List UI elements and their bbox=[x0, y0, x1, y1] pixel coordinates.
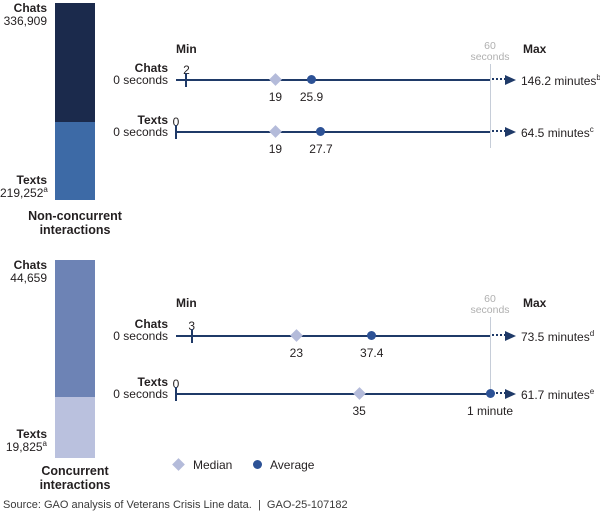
timeline-row-concurrent-texts: Texts 0 seconds 0 35 1 minute 61.7 minut… bbox=[0, 374, 600, 418]
max-value-label: 61.7 minutese bbox=[521, 387, 595, 403]
bar-label-texts-nonconcurrent: Texts 219,252a bbox=[0, 173, 48, 200]
timeline-row-nonconcurrent-texts: Texts 0 seconds 0 19 27.7 64.5 minutesc bbox=[0, 112, 600, 156]
bar-segment-chats bbox=[55, 260, 95, 398]
average-marker-icon bbox=[307, 75, 317, 84]
dotted-extension bbox=[492, 334, 506, 336]
timeline-row-nonconcurrent-chats: Chats 0 seconds 2 19 25.9 146.2 minutesb bbox=[0, 60, 600, 104]
dotted-extension bbox=[492, 130, 506, 132]
bar-label-chats-nonconcurrent: Chats 336,909 bbox=[3, 1, 47, 28]
timeline bbox=[176, 393, 490, 395]
median-marker-icon bbox=[269, 73, 282, 86]
average-marker-icon bbox=[367, 331, 377, 340]
group-label-nonconcurrent: Non-concurrent interactions bbox=[28, 209, 122, 237]
legend-median-icon bbox=[172, 458, 185, 471]
min-tick bbox=[185, 73, 188, 87]
timeline bbox=[176, 335, 490, 337]
arrowhead-icon bbox=[505, 75, 516, 85]
average-value-label: 25.9 bbox=[299, 90, 324, 104]
min-header-nonconcurrent: Min bbox=[176, 42, 197, 56]
min-tick bbox=[190, 329, 193, 343]
arrowhead-icon bbox=[505, 331, 516, 341]
source-line: Source: GAO analysis of Veterans Crisis … bbox=[3, 499, 348, 511]
max-value-label: 73.5 minutesd bbox=[521, 329, 595, 345]
bar-segment-texts bbox=[55, 122, 95, 200]
average-value-label: 1 minute bbox=[466, 404, 514, 418]
bar-label-texts-concurrent: Texts 19,825a bbox=[5, 427, 47, 454]
median-value-label: 19 bbox=[268, 142, 283, 156]
min-value-label: 3 bbox=[188, 319, 196, 333]
threshold-line-concurrent bbox=[490, 317, 491, 397]
max-value-label: 146.2 minutesb bbox=[521, 73, 600, 89]
legend-average-icon bbox=[253, 460, 262, 469]
row-label: Texts 0 seconds bbox=[113, 113, 168, 139]
arrowhead-icon bbox=[505, 127, 516, 137]
stacked-bar-nonconcurrent bbox=[55, 3, 95, 200]
median-marker-icon bbox=[289, 329, 303, 342]
dotted-extension bbox=[492, 392, 506, 394]
row-label: Chats 0 seconds bbox=[113, 317, 168, 343]
row-label: Chats 0 seconds bbox=[113, 61, 168, 87]
threshold-label-nonconcurrent: 60 seconds bbox=[470, 40, 510, 63]
dotted-extension bbox=[492, 78, 506, 80]
min-tick bbox=[175, 387, 177, 401]
median-marker-icon bbox=[352, 387, 366, 400]
average-value-label: 27.7 bbox=[309, 142, 333, 156]
median-value-label: 23 bbox=[289, 346, 304, 360]
min-tick bbox=[175, 125, 177, 139]
min-header-concurrent: Min bbox=[176, 296, 197, 310]
min-value-label: 0 bbox=[172, 115, 180, 129]
median-value-label: 35 bbox=[352, 404, 366, 418]
threshold-label-concurrent: 60 seconds bbox=[470, 293, 510, 316]
threshold-line-nonconcurrent bbox=[490, 64, 491, 148]
average-marker-icon bbox=[485, 389, 495, 398]
bar-label-chats-concurrent: Chats 44,659 bbox=[10, 258, 47, 285]
bar-segment-chats bbox=[55, 3, 95, 123]
max-header-concurrent: Max bbox=[523, 296, 547, 310]
min-value-label: 0 bbox=[172, 377, 180, 391]
average-marker-icon bbox=[316, 127, 326, 136]
average-value-label: 37.4 bbox=[360, 346, 384, 360]
median-value-label: 19 bbox=[268, 90, 283, 104]
max-value-label: 64.5 minutesc bbox=[521, 125, 594, 141]
row-label: Texts 0 seconds bbox=[113, 375, 168, 401]
timeline bbox=[176, 79, 490, 81]
bar-segment-texts bbox=[55, 397, 95, 458]
stacked-bar-concurrent bbox=[55, 260, 95, 458]
legend-average-label: Average bbox=[270, 458, 315, 472]
timeline bbox=[176, 131, 490, 133]
legend-median-label: Median bbox=[193, 458, 233, 472]
group-label-concurrent: Concurrent interactions bbox=[39, 464, 111, 492]
min-value-label: 2 bbox=[183, 63, 190, 77]
arrowhead-icon bbox=[505, 389, 516, 399]
timeline-row-concurrent-chats: Chats 0 seconds 3 23 37.4 73.5 minutesd bbox=[0, 316, 600, 360]
max-header-nonconcurrent: Max bbox=[523, 42, 547, 56]
median-marker-icon bbox=[269, 125, 282, 138]
